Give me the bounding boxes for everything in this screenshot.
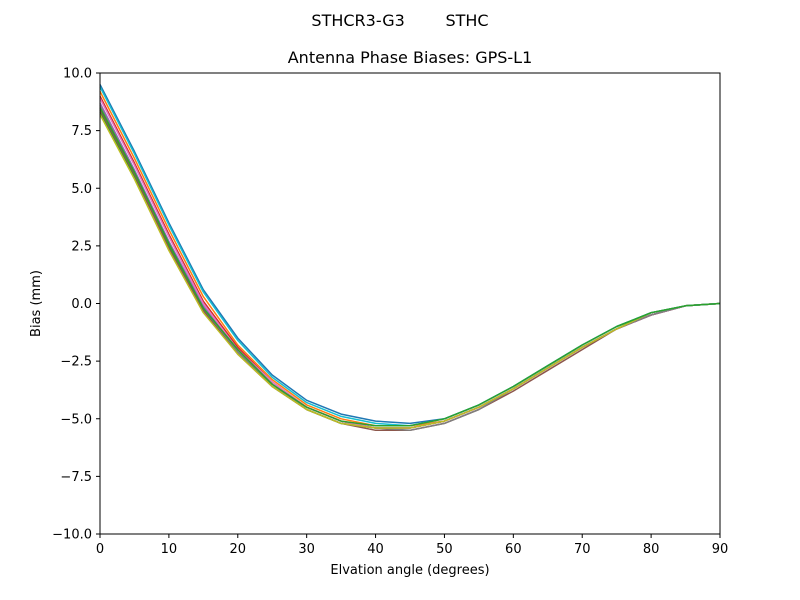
x-tick-label: 10 xyxy=(161,542,178,557)
y-tick-label: −2.5 xyxy=(60,355,92,370)
series-line-8 xyxy=(99,104,721,432)
series-line-2 xyxy=(99,91,721,427)
y-tick-label: 7.5 xyxy=(71,124,92,139)
x-tick-label: 60 xyxy=(505,542,522,557)
y-tick-label: −5.0 xyxy=(60,412,92,427)
y-tick-label: −10.0 xyxy=(52,528,92,543)
ticks-layer: 0 10 20 30 40 50 60 70 80 90 10.0 7.5 5.0 2.5 0.0 −2.5 −… xyxy=(52,67,728,558)
x-tick-label: 30 xyxy=(298,542,315,557)
x-tick-label: 50 xyxy=(436,542,453,557)
series-line-9 xyxy=(99,114,721,429)
series-line-4 xyxy=(99,95,721,429)
series-line-11 xyxy=(99,107,721,427)
series-line-5 xyxy=(99,102,721,429)
chart-suptitle: STHCR3-G3 STHC xyxy=(311,11,488,30)
y-tick-label: −7.5 xyxy=(60,470,92,485)
x-tick-label: 20 xyxy=(230,542,247,557)
plot-frame xyxy=(99,72,721,535)
x-tick-label: 70 xyxy=(574,542,591,557)
series-line-1 xyxy=(99,84,721,425)
y-axis-label: Bias (mm) xyxy=(29,270,44,337)
y-tick-label: 2.5 xyxy=(71,239,92,254)
y-tick-label: 0.0 xyxy=(71,297,92,312)
x-tick-label: 80 xyxy=(643,542,660,557)
y-tick-label: 10.0 xyxy=(63,67,92,82)
x-tick-label: 0 xyxy=(96,542,104,557)
series-layer xyxy=(99,84,721,432)
x-tick-label: 90 xyxy=(712,542,729,557)
x-tick-label: 40 xyxy=(367,542,384,557)
x-axis-label: Elvation angle (degrees) xyxy=(330,563,489,578)
chart-title: Antenna Phase Biases: GPS-L1 xyxy=(288,48,533,67)
y-tick-label: 5.0 xyxy=(71,182,92,197)
series-line-10 xyxy=(99,86,721,427)
series-line-7 xyxy=(99,98,721,429)
